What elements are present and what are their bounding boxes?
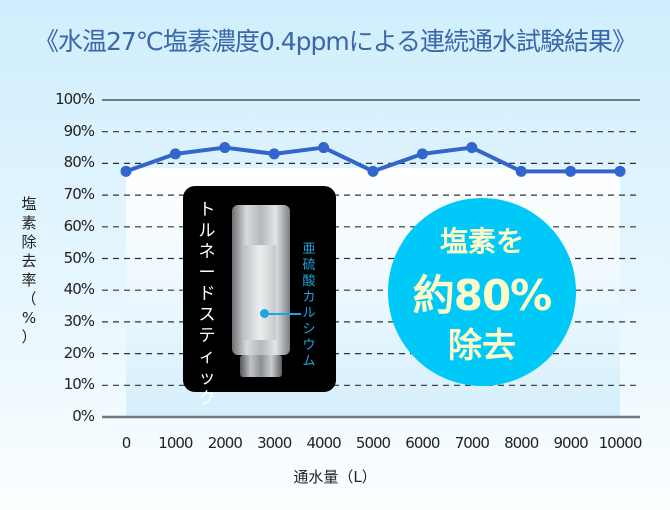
data-markers — [120, 142, 626, 177]
vertical-char: シ — [302, 322, 316, 337]
vertical-char: 率 — [21, 271, 37, 289]
vertical-char: 除 — [21, 233, 37, 251]
y-axis-label: 塩素除去率（%） — [20, 195, 38, 347]
vertical-char: ッ — [198, 368, 216, 388]
badge-line-1: 塩素を — [439, 225, 524, 258]
y-tick-label: 40% — [63, 280, 95, 299]
data-point — [565, 165, 577, 177]
data-point — [515, 165, 527, 177]
callout-leader-line — [265, 313, 301, 315]
vertical-char: ィ — [198, 347, 216, 367]
x-tick-label: 4000 — [306, 434, 342, 452]
vertical-char: 酸 — [302, 274, 316, 289]
x-tick-label: 10000 — [598, 434, 643, 452]
vertical-char: ル — [198, 221, 216, 241]
badge-line-2: 約80% — [412, 271, 553, 320]
vertical-char: ク — [198, 389, 216, 409]
x-tick-label: 2000 — [207, 434, 243, 452]
data-point — [466, 142, 478, 154]
data-point — [120, 165, 132, 177]
material-label-vertical: 亜硫酸カルシウム — [300, 242, 318, 370]
data-point — [416, 148, 428, 160]
vertical-char: 硫 — [302, 258, 316, 273]
product-name-vertical: トルネードスティック — [196, 200, 218, 410]
y-tick-label: 80% — [63, 153, 95, 172]
y-tick-label: 100% — [55, 90, 95, 108]
vertical-char: ネ — [198, 242, 216, 262]
vertical-char: 去 — [21, 252, 37, 270]
y-tick-label: 50% — [63, 248, 95, 267]
vertical-char: ） — [21, 328, 37, 346]
vertical-char: ル — [302, 306, 316, 321]
vertical-char: 素 — [21, 214, 37, 232]
y-tick-label: 60% — [63, 216, 95, 235]
vertical-char: 亜 — [302, 242, 316, 257]
x-tick-label: 9000 — [553, 434, 589, 452]
removal-badge: 塩素を 約80% 除去 — [388, 198, 576, 386]
x-tick-label: 7000 — [454, 434, 490, 452]
vertical-char: テ — [198, 326, 216, 346]
y-tick-label: 10% — [63, 375, 95, 394]
vertical-char: （ — [21, 290, 37, 308]
vertical-char: 塩 — [21, 195, 37, 213]
vertical-char: % — [21, 309, 37, 327]
data-point — [219, 142, 231, 154]
data-point — [614, 165, 626, 177]
x-tick-label: 3000 — [257, 434, 292, 452]
vertical-char: ウ — [302, 338, 316, 353]
data-point — [367, 165, 379, 177]
calcium-sulfite-core — [244, 245, 276, 340]
data-point — [268, 148, 280, 160]
y-tick-label: 90% — [63, 121, 95, 140]
x-tick-label: 5000 — [355, 434, 391, 452]
product-nozzle — [240, 355, 282, 377]
vertical-char: ス — [198, 305, 216, 325]
callout-dot — [260, 309, 269, 318]
x-tick-label: 0 — [121, 434, 131, 452]
y-tick-label: 20% — [63, 343, 95, 362]
y-tick-label: 0% — [72, 407, 95, 425]
badge-line-3: 除去 — [448, 326, 516, 366]
data-point — [169, 148, 181, 160]
vertical-char: ー — [198, 263, 216, 283]
vertical-char: ト — [198, 200, 216, 220]
chart-title: 《水温27℃塩素濃度0.4ppmによる連続通水試験結果》 — [34, 27, 637, 56]
x-tick-label: 8000 — [504, 434, 539, 452]
y-tick-label: 70% — [63, 185, 95, 204]
x-tick-label: 1000 — [158, 434, 193, 452]
vertical-char: ド — [198, 284, 216, 304]
y-tick-label: 30% — [63, 311, 95, 330]
x-tick-label: 6000 — [405, 434, 440, 452]
x-axis-label: 通水量（L） — [293, 468, 377, 486]
vertical-char: カ — [302, 290, 316, 305]
vertical-char: ム — [302, 354, 316, 369]
data-point — [318, 142, 330, 154]
